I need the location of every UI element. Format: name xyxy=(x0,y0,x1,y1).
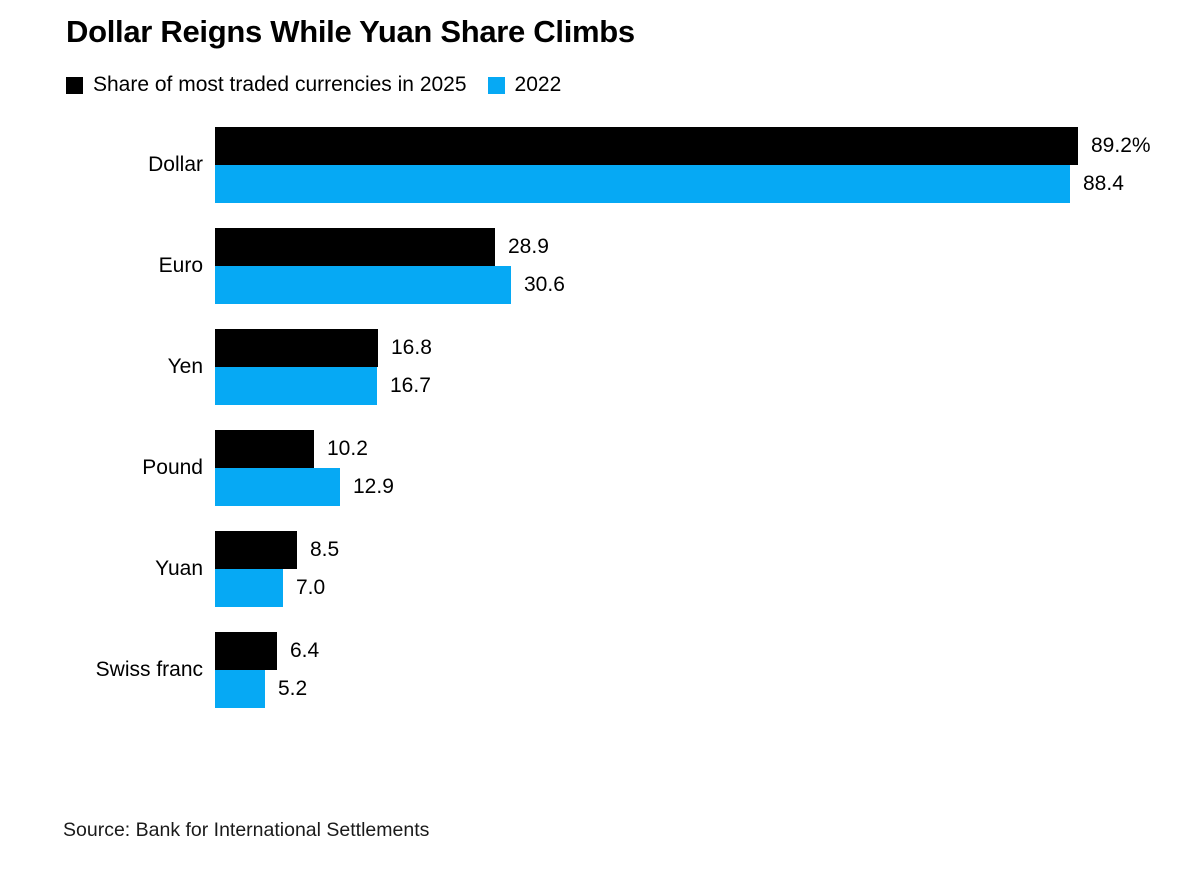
bar-line: 16.8 xyxy=(215,329,432,367)
bar xyxy=(215,430,314,468)
bar xyxy=(215,127,1078,165)
category-label: Yen xyxy=(167,355,203,378)
bar xyxy=(215,468,340,506)
bar-pair: 28.9 30.6 xyxy=(215,228,565,304)
legend-item-2022: 2022 xyxy=(487,73,562,97)
bar-group: Pound 10.2 12.9 xyxy=(66,430,1151,506)
chart-title: Dollar Reigns While Yuan Share Climbs xyxy=(66,14,635,49)
value-label: 12.9 xyxy=(353,475,394,498)
value-label: 7.0 xyxy=(296,576,326,599)
bar xyxy=(215,367,377,405)
value-label: 16.8 xyxy=(391,336,432,359)
legend: Share of most traded currencies in 2025 … xyxy=(66,73,561,97)
bar xyxy=(215,670,265,708)
legend-item-2025: Share of most traded currencies in 2025 xyxy=(66,73,467,97)
bar xyxy=(215,531,297,569)
bar-group: Swiss franc 6.4 5.2 xyxy=(66,632,1151,708)
value-label: 30.6 xyxy=(524,273,565,296)
category-label: Pound xyxy=(142,456,203,479)
bar-line: 28.9 xyxy=(215,228,565,266)
legend-label-2025: Share of most traded currencies in 2025 xyxy=(93,73,467,96)
legend-swatch-2022 xyxy=(487,76,505,94)
legend-swatch-2025 xyxy=(66,76,83,94)
category-label: Euro xyxy=(158,254,203,277)
value-label: 28.9 xyxy=(508,235,549,258)
bar xyxy=(215,632,277,670)
bar-group: Yen 16.8 16.7 xyxy=(66,329,1151,405)
value-label: 16.7 xyxy=(390,374,431,397)
bar xyxy=(215,569,283,607)
bar xyxy=(215,329,378,367)
value-label: 6.4 xyxy=(290,639,320,662)
bar-chart: Dollar 89.2% 88.4 Euro 28.9 30.6 Y xyxy=(66,127,1151,708)
value-label: 88.4 xyxy=(1083,172,1124,195)
category-label: Yuan xyxy=(155,557,203,580)
value-label: 8.5 xyxy=(310,538,340,561)
bar-pair: 89.2% 88.4 xyxy=(215,127,1151,203)
bar xyxy=(215,266,511,304)
bar-pair: 8.5 7.0 xyxy=(215,531,339,607)
bar xyxy=(215,228,495,266)
category-label: Dollar xyxy=(148,153,203,176)
value-label: 10.2 xyxy=(327,437,368,460)
bar-line: 8.5 xyxy=(215,531,339,569)
bar-line: 88.4 xyxy=(215,165,1151,203)
bar-line: 89.2% xyxy=(215,127,1151,165)
bar-line: 7.0 xyxy=(215,569,339,607)
bar-line: 10.2 xyxy=(215,430,394,468)
bar-pair: 6.4 5.2 xyxy=(215,632,319,708)
bar xyxy=(215,165,1070,203)
bar-pair: 10.2 12.9 xyxy=(215,430,394,506)
bar-line: 30.6 xyxy=(215,266,565,304)
bar-line: 12.9 xyxy=(215,468,394,506)
bar-line: 16.7 xyxy=(215,367,432,405)
value-label: 5.2 xyxy=(278,677,308,700)
value-label: 89.2% xyxy=(1091,134,1151,157)
category-label: Swiss franc xyxy=(95,658,203,681)
bar-group: Yuan 8.5 7.0 xyxy=(66,531,1151,607)
legend-label-2022: 2022 xyxy=(514,73,562,96)
bar-pair: 16.8 16.7 xyxy=(215,329,432,405)
bar-group: Dollar 89.2% 88.4 xyxy=(66,127,1151,203)
source-note: Source: Bank for International Settlemen… xyxy=(63,819,430,841)
bar-group: Euro 28.9 30.6 xyxy=(66,228,1151,304)
bar-line: 6.4 xyxy=(215,632,319,670)
bar-line: 5.2 xyxy=(215,670,319,708)
